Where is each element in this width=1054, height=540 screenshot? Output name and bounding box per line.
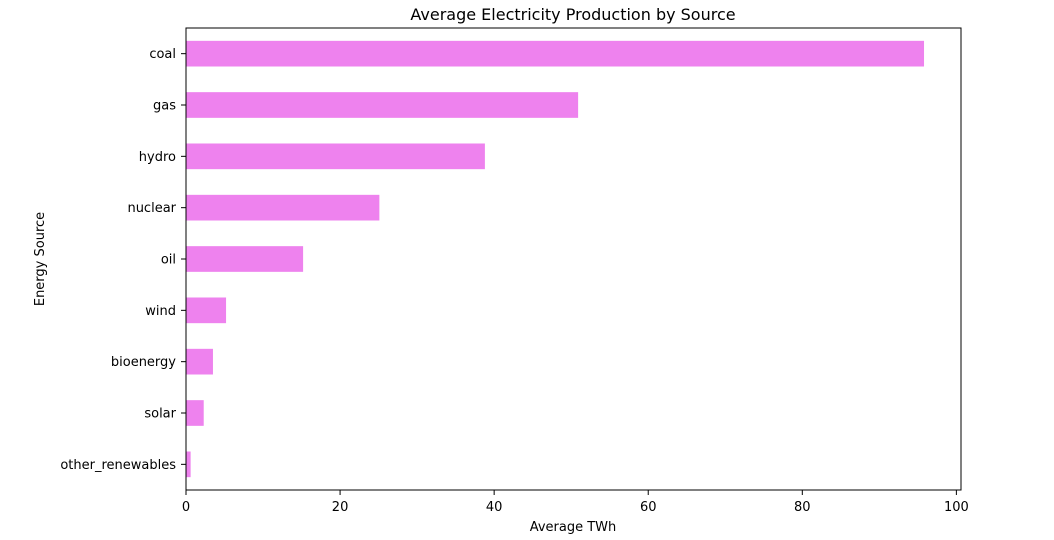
x-axis-title: Average TWh [530,520,617,535]
chart-title: Average Electricity Production by Source [410,5,735,24]
bar-other-renewables [186,451,191,478]
x-tick-label-100: 100 [944,500,969,515]
bar-gas [186,92,579,118]
y-tick-label-gas: gas [153,99,176,114]
y-tick-label-hydro: hydro [139,150,176,165]
y-tick-label-wind: wind [145,304,176,319]
y-tick-label-bioenergy: bioenergy [111,355,176,370]
x-tick-label-0: 0 [182,500,190,515]
plot-frame [185,27,962,491]
bar-coal [186,40,925,67]
x-tick-label-40: 40 [486,500,503,515]
y-axis-ticks: coal gas hydro nuclear oil wind bioenergy solar… [60,47,186,473]
y-axis-title: Energy Source [33,212,48,306]
bar-solar [186,400,204,426]
bar-hydro [186,143,485,170]
y-tick-label-other-renewables: other_renewables [60,458,176,473]
bar-oil [186,246,304,272]
y-tick-label-solar: solar [144,407,176,422]
y-tick-label-nuclear: nuclear [127,201,176,216]
bars-group [186,40,925,478]
x-axis-ticks: 0 20 40 60 80 100 [182,490,969,515]
bar-wind [186,297,227,324]
y-tick-label-oil: oil [161,253,176,268]
x-tick-label-20: 20 [332,500,349,515]
y-tick-label-coal: coal [149,47,176,62]
x-tick-label-80: 80 [794,500,811,515]
bar-nuclear [186,194,380,221]
x-tick-label-60: 60 [640,500,657,515]
bar-bioenergy [186,348,213,375]
